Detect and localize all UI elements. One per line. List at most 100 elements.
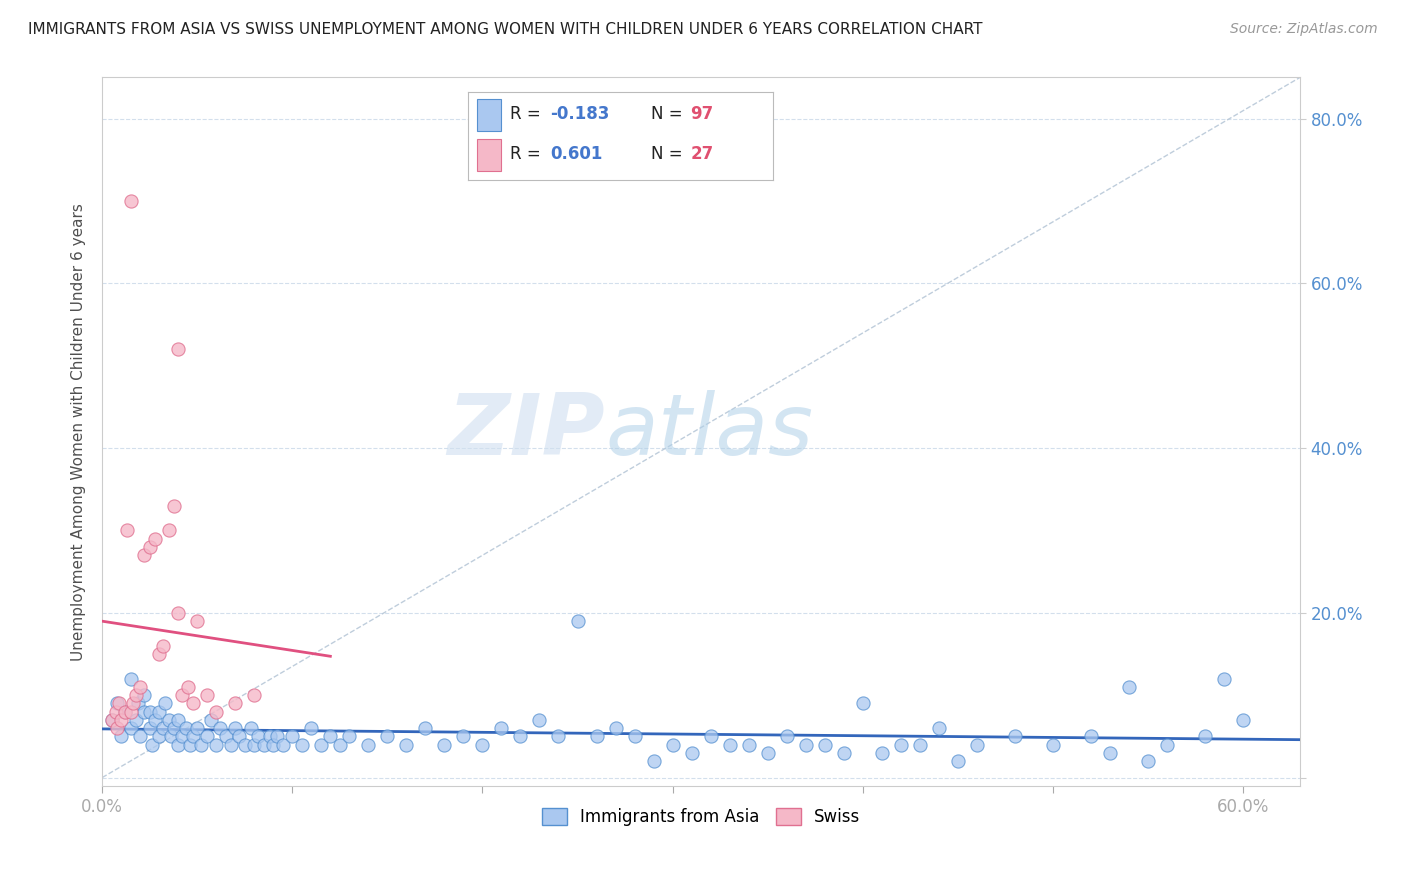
Point — [132, 705, 155, 719]
Point — [281, 730, 304, 744]
Text: Source: ZipAtlas.com: Source: ZipAtlas.com — [1230, 22, 1378, 37]
Point — [157, 713, 180, 727]
Point — [127, 697, 149, 711]
Point — [319, 730, 342, 744]
Point — [179, 738, 201, 752]
Point — [170, 730, 193, 744]
Point — [661, 738, 683, 752]
Point — [177, 680, 200, 694]
Point — [259, 730, 281, 744]
Point — [1042, 738, 1064, 752]
Point — [623, 730, 645, 744]
Point — [132, 548, 155, 562]
Point — [195, 730, 218, 744]
Point — [1118, 680, 1140, 694]
Point — [357, 738, 380, 752]
Point — [120, 194, 142, 208]
Point — [170, 688, 193, 702]
Point — [195, 688, 218, 702]
Point — [605, 721, 627, 735]
Point — [239, 721, 262, 735]
Point — [832, 746, 855, 760]
Point — [737, 738, 759, 752]
Point — [110, 713, 132, 727]
Text: IMMIGRANTS FROM ASIA VS SWISS UNEMPLOYMENT AMONG WOMEN WITH CHILDREN UNDER 6 YEA: IMMIGRANTS FROM ASIA VS SWISS UNEMPLOYME… — [28, 22, 983, 37]
Point — [547, 730, 569, 744]
Point — [190, 738, 212, 752]
Legend: Immigrants from Asia, Swiss: Immigrants from Asia, Swiss — [533, 799, 869, 834]
Point — [1004, 730, 1026, 744]
Point — [233, 738, 256, 752]
Point — [120, 721, 142, 735]
Point — [129, 680, 152, 694]
Point — [163, 721, 186, 735]
Point — [966, 738, 988, 752]
Point — [1156, 738, 1178, 752]
Point — [1098, 746, 1121, 760]
Point — [132, 688, 155, 702]
Point — [152, 721, 174, 735]
Point — [100, 713, 122, 727]
Point — [125, 688, 148, 702]
Point — [852, 697, 875, 711]
Point — [266, 730, 288, 744]
Point — [1136, 754, 1159, 768]
Point — [329, 738, 352, 752]
Point — [718, 738, 741, 752]
Point — [107, 697, 129, 711]
Point — [148, 647, 170, 661]
Point — [1232, 713, 1254, 727]
Point — [167, 606, 190, 620]
Point — [205, 738, 228, 752]
Point — [157, 524, 180, 538]
Point — [139, 705, 162, 719]
Point — [120, 705, 142, 719]
Point — [107, 721, 129, 735]
Point — [433, 738, 456, 752]
Point — [114, 705, 136, 719]
Point — [643, 754, 665, 768]
Point — [756, 746, 779, 760]
Point — [152, 639, 174, 653]
Point — [814, 738, 837, 752]
Y-axis label: Unemployment Among Women with Children Under 6 years: Unemployment Among Women with Children U… — [72, 202, 86, 661]
Point — [205, 705, 228, 719]
Point — [139, 540, 162, 554]
Point — [1212, 672, 1234, 686]
Point — [299, 721, 322, 735]
Point — [121, 697, 143, 711]
Point — [890, 738, 912, 752]
Point — [148, 730, 170, 744]
Point — [183, 730, 205, 744]
Point — [145, 532, 167, 546]
Point — [946, 754, 969, 768]
Point — [247, 730, 270, 744]
Point — [928, 721, 950, 735]
Point — [870, 746, 893, 760]
Point — [209, 721, 232, 735]
Point — [163, 499, 186, 513]
Point — [1194, 730, 1216, 744]
Text: ZIP: ZIP — [447, 390, 605, 473]
Point — [309, 738, 332, 752]
Point — [271, 738, 294, 752]
Point — [215, 730, 238, 744]
Point — [167, 343, 190, 357]
Point — [159, 730, 181, 744]
Point — [471, 738, 494, 752]
Point — [377, 730, 399, 744]
Point — [145, 713, 167, 727]
Point — [253, 738, 276, 752]
Point — [908, 738, 931, 752]
Point — [141, 738, 163, 752]
Point — [415, 721, 437, 735]
Point — [775, 730, 797, 744]
Point — [186, 721, 208, 735]
Point — [681, 746, 703, 760]
Point — [794, 738, 817, 752]
Point — [167, 738, 190, 752]
Point — [529, 713, 551, 727]
Point — [186, 614, 208, 628]
Point — [200, 713, 222, 727]
Point — [567, 614, 589, 628]
